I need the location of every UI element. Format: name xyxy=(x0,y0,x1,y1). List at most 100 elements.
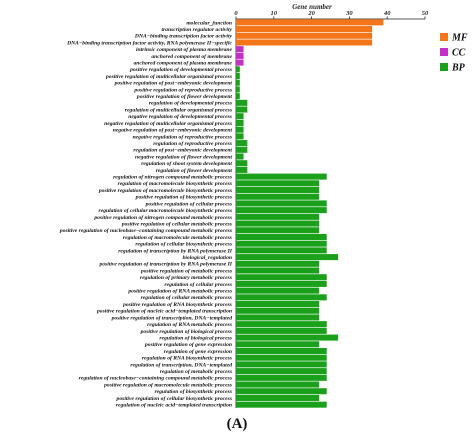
bar-bp xyxy=(236,193,320,200)
category-label: positive regulation of cellular process xyxy=(145,201,232,207)
category-label: intrinsic component of plasma membrane xyxy=(136,47,233,53)
bar-bp xyxy=(236,213,320,220)
bar-bp xyxy=(236,307,320,314)
bar-bp xyxy=(236,153,244,160)
bar-bp xyxy=(236,227,320,234)
bar-bp xyxy=(236,301,320,308)
bar-cc xyxy=(236,59,244,66)
category-label: positive regulation of cellular metaboli… xyxy=(121,221,232,227)
category-label: biological_regulation xyxy=(183,255,232,261)
bar-bp xyxy=(236,321,327,328)
bar-bp xyxy=(236,106,248,113)
category-label: regulation of primary metabolic process xyxy=(140,275,232,281)
bar-cc xyxy=(236,52,244,59)
category-label: regulation of RNA metabolic process xyxy=(147,322,232,328)
category-label: regulation of gene expression xyxy=(164,349,232,355)
category-label: positive regulation of macromolecule bio… xyxy=(98,188,232,194)
x-axis-title: Gene number xyxy=(292,3,332,11)
category-label: positive regulation of gene expression xyxy=(144,342,232,348)
category-label: regulation of RNA biosynthetic process xyxy=(142,356,232,362)
category-label: positive regulation of macromolecule met… xyxy=(103,382,232,388)
bar-bp xyxy=(236,354,327,361)
category-label: negative regulation of flower developmen… xyxy=(135,154,232,160)
category-label: regulation of metabolic process xyxy=(160,369,232,375)
category-label: regulation of developmental process xyxy=(149,101,232,107)
category-label: regulation of transcription, DNA−templat… xyxy=(130,362,232,368)
bar-bp xyxy=(236,314,320,321)
category-label: positive regulation of multicellular org… xyxy=(105,74,232,80)
category-label: negative regulation of post−embryonic de… xyxy=(113,128,233,134)
category-label: positive regulation of cellular biosynth… xyxy=(116,396,232,402)
bar-mf xyxy=(236,26,373,33)
category-label: positive regulation of nucleobase−contai… xyxy=(59,228,232,234)
bar-bp xyxy=(236,247,327,254)
category-label: regulation of cellular metabolic process xyxy=(141,295,232,301)
legend-label-mf: MF xyxy=(451,33,468,44)
category-label: positive regulation of transcription, DN… xyxy=(111,315,233,321)
bar-bp xyxy=(236,327,327,334)
bar-bp xyxy=(236,294,327,301)
bar-bp xyxy=(236,126,244,133)
bar-bp xyxy=(236,119,244,126)
bar-cc xyxy=(236,46,244,53)
category-label: regulation of nitrogen compound metaboli… xyxy=(113,175,232,181)
category-label: anchored component of membrane xyxy=(151,54,232,60)
bar-mf xyxy=(236,39,373,46)
bar-bp xyxy=(236,347,327,355)
bar-bp xyxy=(236,240,327,247)
bar-bp xyxy=(236,368,327,375)
bar-bp xyxy=(236,260,320,267)
x-tick-label: 10 xyxy=(271,10,278,17)
bar-bp xyxy=(236,267,320,274)
bar-mf xyxy=(236,32,373,39)
category-label: molecular_function xyxy=(186,20,232,26)
legend: MF CC BP xyxy=(440,33,468,74)
bar-bp xyxy=(236,160,248,167)
category-label: regulation of macromolecule metabolic pr… xyxy=(123,235,232,241)
bar-bp xyxy=(236,394,320,401)
bar-bp xyxy=(236,187,320,194)
bar-bp xyxy=(236,334,339,341)
bar-bp xyxy=(236,207,327,214)
x-tick-label: 40 xyxy=(383,10,391,17)
bar-bp xyxy=(236,93,240,100)
bar-bp xyxy=(236,287,320,294)
legend-swatch-cc xyxy=(440,48,448,56)
x-tick-label: 30 xyxy=(345,10,353,17)
panel-label: (A) xyxy=(227,416,248,432)
bar-bp xyxy=(236,133,244,140)
category-label: DNA−binding transcription factor activit… xyxy=(134,34,233,40)
bars xyxy=(236,19,384,408)
bar-bp xyxy=(236,72,240,80)
category-label: regulation of cellular macromolecule bio… xyxy=(99,208,232,214)
category-label: regulation of cellular biosynthetic proc… xyxy=(135,242,232,248)
category-label: negative regulation of reproductive proc… xyxy=(133,134,232,140)
bar-bp xyxy=(236,166,248,173)
category-label: positive regulation of reproductive proc… xyxy=(133,87,232,93)
category-label: positive regulation of biosynthetic proc… xyxy=(135,195,232,201)
category-label: positive regulation of nitrogen compound… xyxy=(93,215,232,221)
bar-bp xyxy=(236,173,327,180)
category-label: positive regulation of RNA metabolic pro… xyxy=(127,289,232,295)
bar-bp xyxy=(236,66,240,73)
bar-bp xyxy=(236,113,244,120)
bar-bp xyxy=(236,140,248,147)
bar-bp xyxy=(236,146,248,153)
x-tick-label: 0 xyxy=(234,10,238,17)
x-tick-label: 50 xyxy=(422,10,429,17)
bar-bp xyxy=(236,381,320,388)
bar-bp xyxy=(236,86,240,93)
category-label: negative regulation of multicellular org… xyxy=(104,121,232,127)
legend-swatch-mf xyxy=(440,33,448,41)
bar-bp xyxy=(236,280,327,287)
category-label: transcription regulator activity xyxy=(161,27,232,33)
bar-bp xyxy=(236,374,327,381)
category-label: regulation of biosynthetic process xyxy=(154,389,232,395)
category-label: regulation of cellular process xyxy=(164,282,232,288)
category-label: positive regulation of nucleic acid−temp… xyxy=(96,309,232,315)
bar-bp xyxy=(236,200,327,207)
bar-bp xyxy=(236,233,327,240)
bar-bp xyxy=(236,341,320,348)
bar-bp xyxy=(236,401,327,408)
